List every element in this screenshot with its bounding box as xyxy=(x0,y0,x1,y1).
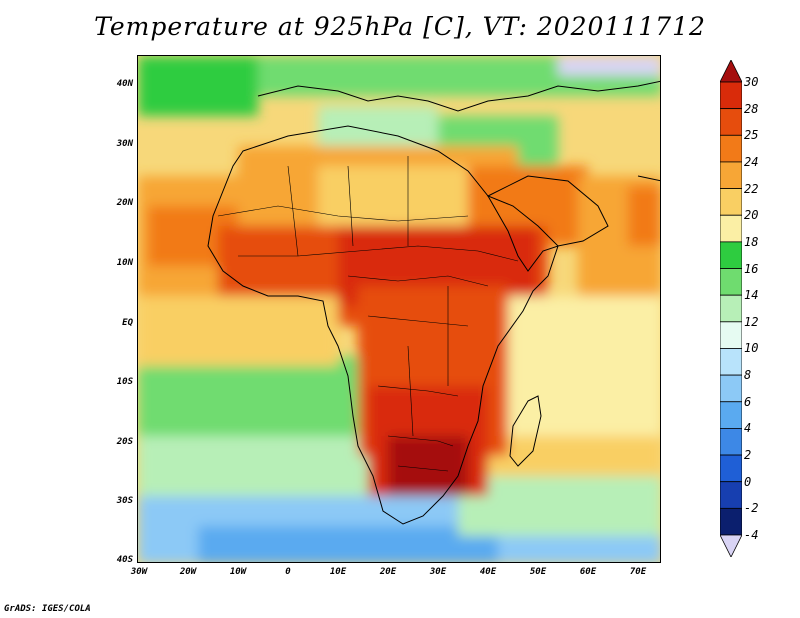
map-canvas xyxy=(138,56,660,562)
colorbar-tick-label: 18 xyxy=(744,234,759,249)
lat-label: 20S xyxy=(116,437,133,447)
chart-title: Temperature at 925hPa [C], VT: 202011171… xyxy=(94,12,706,41)
colorbar-tick-label: 4 xyxy=(744,421,752,436)
lon-label: 10W xyxy=(229,567,247,577)
colorbar-tick-label: 0 xyxy=(744,474,752,489)
colorbar-tick-label: 24 xyxy=(744,154,759,169)
colorbar-bottom-triangle xyxy=(720,534,742,557)
lat-label: 10S xyxy=(116,377,133,387)
lon-label: 20W xyxy=(179,567,197,577)
colorbar-tick-label: 20 xyxy=(744,208,759,223)
colorbar-tick-label: 6 xyxy=(744,394,752,409)
colorbar-tick-label: 25 xyxy=(744,128,759,143)
lon-label: 20E xyxy=(379,567,397,577)
lat-label: 40S xyxy=(116,555,133,565)
lon-label: 30W xyxy=(130,567,148,577)
colorbar-segment xyxy=(720,161,742,189)
colorbar-segment xyxy=(720,481,742,509)
colorbar-segment xyxy=(720,454,742,483)
colorbar-segment xyxy=(720,348,742,376)
colorbar-segment xyxy=(720,214,742,243)
colorbar-segment xyxy=(720,374,742,403)
lat-label: 10N xyxy=(116,258,133,268)
colorbar-tick-label: 16 xyxy=(744,261,759,276)
lat-label: 20N xyxy=(116,198,133,208)
colorbar-segment xyxy=(720,428,742,456)
colorbar-tick-label: 10 xyxy=(744,341,759,356)
lon-label: 0 xyxy=(285,567,291,577)
colorbar-segment xyxy=(720,108,742,136)
colorbar-tick-label: 30 xyxy=(744,75,759,89)
lat-label: 30S xyxy=(116,496,133,506)
colorbar-segment xyxy=(720,81,742,110)
credit-text: GrADS: IGES/COLA xyxy=(4,604,91,614)
colorbar-tick-label: -4 xyxy=(744,528,759,542)
lat-label: 30N xyxy=(116,139,133,149)
lon-label: 70E xyxy=(629,567,647,577)
colorbar-tick-label: 28 xyxy=(744,101,759,116)
colorbar-tick-label: -2 xyxy=(744,501,759,516)
colorbar-tick-label: 2 xyxy=(744,448,752,463)
colorbar-tick-label: 22 xyxy=(744,181,759,196)
coastlines xyxy=(207,80,660,525)
lon-label: 30E xyxy=(429,567,447,577)
temperature-map xyxy=(137,55,661,563)
colorbar-segment xyxy=(720,321,742,349)
temperature-field xyxy=(138,56,660,562)
lon-label: 10E xyxy=(329,567,347,577)
colorbar-segment xyxy=(720,241,742,269)
lon-label: 50E xyxy=(529,567,547,577)
colorbar-segment xyxy=(720,188,742,216)
colorbar-tick-label: 14 xyxy=(744,288,759,303)
colorbar-segment xyxy=(720,401,742,429)
colorbar-segment xyxy=(720,507,742,536)
colorbar-segment xyxy=(720,134,742,163)
colorbar-top-triangle xyxy=(720,60,742,83)
lon-label: 60E xyxy=(579,567,597,577)
colorbar-segment xyxy=(720,294,742,323)
colorbar-tick-label: 12 xyxy=(744,314,759,329)
colorbar-segment xyxy=(720,268,742,296)
country-borders xyxy=(217,156,519,472)
lat-label: EQ xyxy=(122,318,133,328)
lon-label: 40E xyxy=(479,567,497,577)
lat-label: 40N xyxy=(116,79,133,89)
colorbar-tick-label: 8 xyxy=(744,368,752,383)
colorbar xyxy=(720,60,742,557)
